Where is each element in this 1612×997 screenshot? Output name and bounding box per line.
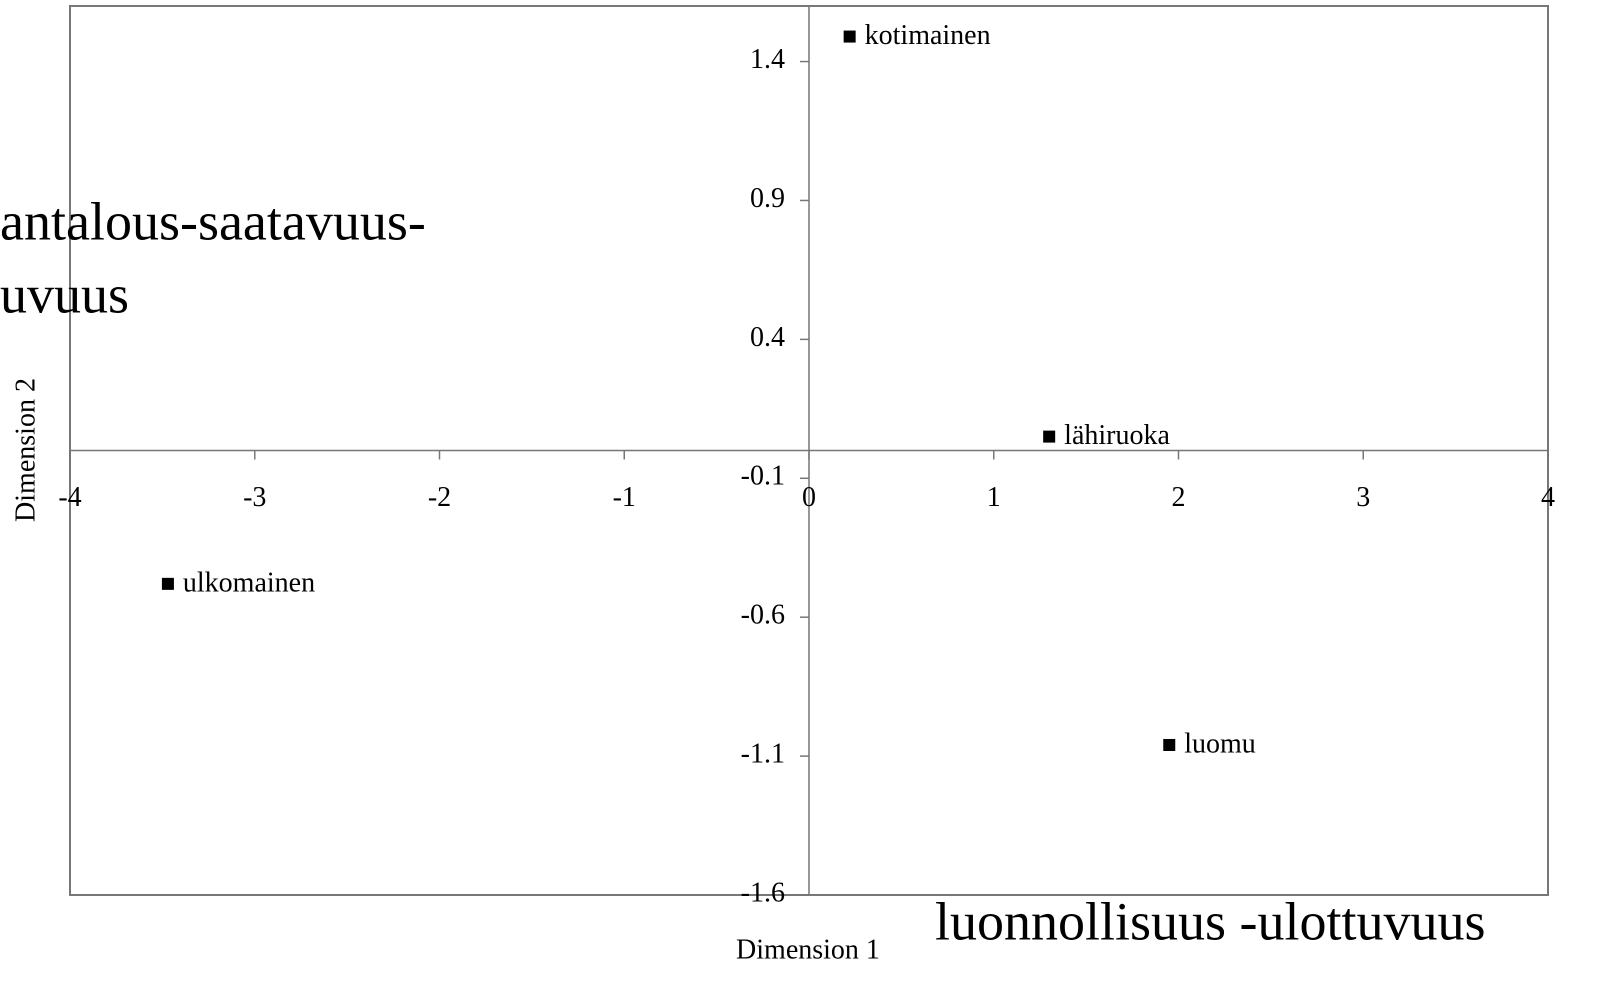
x-tick-label: -2: [428, 482, 451, 513]
y-tick-label: 0.4: [750, 322, 785, 353]
y-axis-label: Dimension 2: [10, 378, 41, 522]
x-tick-label: 0: [802, 482, 816, 513]
point-label: lähiruoka: [1064, 420, 1170, 451]
point: [161, 577, 174, 590]
point: [1043, 430, 1056, 443]
y-tick-label: 0.9: [750, 183, 785, 214]
y-tick-label: -1.1: [741, 739, 785, 770]
x-axis-label: Dimension 1: [736, 934, 880, 965]
x-tick-label: 3: [1356, 482, 1370, 513]
annotation: luonnollisuus -ulottuvuus: [935, 891, 1486, 951]
annotation: antalous-saatavuus-: [0, 191, 426, 251]
x-tick-label: 2: [1172, 482, 1186, 513]
y-tick-label: -0.1: [741, 461, 785, 492]
point-label: ulkomainen: [183, 567, 315, 598]
x-tick-label: 1: [987, 482, 1001, 513]
x-tick-label: 4: [1541, 482, 1555, 513]
y-tick-label: -0.6: [741, 600, 785, 631]
point-label: kotimainen: [865, 20, 991, 51]
point: [1163, 738, 1176, 751]
x-tick-label: -3: [243, 482, 266, 513]
point-label: luomu: [1184, 728, 1256, 759]
annotation: uvuus: [0, 264, 129, 324]
point: [843, 30, 856, 43]
x-tick-label: -1: [613, 482, 636, 513]
x-tick-label: -4: [58, 482, 81, 513]
y-tick-label: -1.6: [741, 877, 785, 908]
y-tick-label: 1.4: [750, 44, 785, 75]
